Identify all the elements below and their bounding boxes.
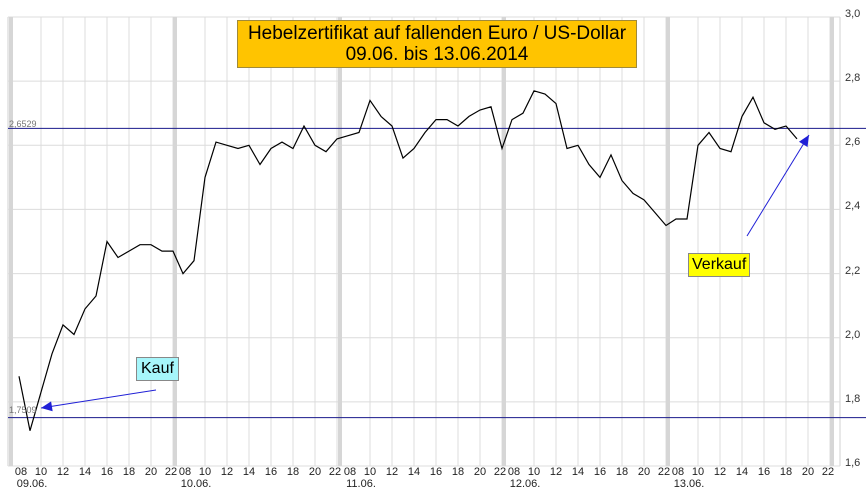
x-tick-label: 16	[264, 466, 278, 478]
y-tick-label: 2,2	[845, 264, 861, 277]
buy-annotation: Kauf	[136, 357, 179, 381]
x-day-label: 13.06.	[673, 478, 705, 490]
x-tick-label: 10	[691, 466, 705, 478]
x-tick-label: 10	[527, 466, 541, 478]
x-tick-label: 20	[637, 466, 651, 478]
x-tick-label: 16	[757, 466, 771, 478]
x-tick-label: 14	[407, 466, 421, 478]
x-tick-label: 20	[801, 466, 815, 478]
x-tick-label: 18	[122, 466, 136, 478]
reference-lines	[8, 127, 866, 419]
x-tick-label: 12	[56, 466, 70, 478]
x-tick-label: 10	[363, 466, 377, 478]
x-tick-label: 12	[385, 466, 399, 478]
x-tick-label: 16	[593, 466, 607, 478]
x-tick-label: 12	[220, 466, 234, 478]
chart-title: Hebelzertifikat auf fallenden Euro / US-…	[237, 20, 637, 68]
x-tick-label: 10	[34, 466, 48, 478]
y-tick-label: 3,0	[845, 8, 861, 20]
y-tick-label: 2,0	[845, 328, 861, 341]
x-tick-label: 08	[671, 466, 685, 478]
buy-arrow	[40, 389, 157, 409]
sell-arrow	[746, 134, 810, 237]
x-tick-label: 20	[473, 466, 487, 478]
x-tick-label: 08	[343, 466, 357, 478]
x-tick-label: 18	[286, 466, 300, 478]
chart-grid	[7, 16, 841, 467]
sell-level-label: 2,6529	[9, 119, 37, 129]
x-day-label: 11.06.	[346, 478, 376, 490]
buy-arrow-head	[41, 401, 53, 412]
sell-annotation: Verkauf	[688, 253, 751, 277]
chart-title-line1: Hebelzertifikat auf fallenden Euro / US-…	[247, 23, 627, 44]
x-tick-label: 08	[507, 466, 521, 478]
x-tick-label: 22	[657, 466, 671, 478]
y-tick-label: 1,8	[845, 392, 861, 405]
x-day-label: 12.06.	[509, 478, 541, 490]
sell-arrow-head	[798, 135, 809, 147]
x-tick-label: 10	[198, 466, 212, 478]
x-tick-label: 14	[78, 466, 92, 478]
price-line	[18, 90, 798, 431]
x-tick-label: 16	[429, 466, 443, 478]
x-day-label: 09.06.	[16, 478, 48, 490]
x-tick-label: 12	[713, 466, 727, 478]
y-tick-label: 2,4	[845, 200, 861, 213]
x-tick-label: 14	[571, 466, 585, 478]
buy-level-label: 1,7509	[9, 405, 37, 415]
x-tick-label: 22	[328, 466, 342, 478]
x-tick-label: 16	[100, 466, 114, 478]
x-tick-label: 08	[178, 466, 192, 478]
x-tick-label: 20	[308, 466, 322, 478]
x-tick-label: 20	[144, 466, 158, 478]
x-tick-label: 18	[615, 466, 629, 478]
x-tick-label: 08	[14, 466, 28, 478]
x-tick-label: 18	[451, 466, 465, 478]
x-tick-label: 22	[164, 466, 178, 478]
annotation-arrows	[40, 134, 810, 412]
x-tick-label: 14	[242, 466, 256, 478]
x-tick-label: 14	[735, 466, 749, 478]
y-tick-label: 2,8	[845, 72, 861, 85]
y-tick-label: 2,6	[845, 136, 861, 149]
x-tick-label: 12	[549, 466, 563, 478]
x-tick-label: 22	[821, 466, 835, 478]
x-tick-label: 22	[493, 466, 507, 478]
x-day-label: 10.06.	[180, 478, 212, 490]
x-tick-label: 18	[779, 466, 793, 478]
y-tick-label: 1,6	[845, 457, 861, 469]
chart-title-line2: 09.06. bis 13.06.2014	[345, 44, 529, 65]
